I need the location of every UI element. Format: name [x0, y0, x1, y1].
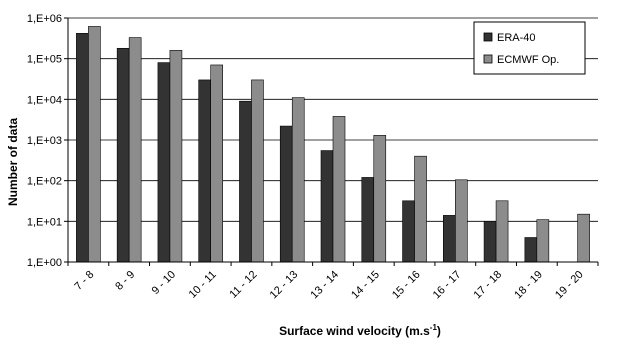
legend-swatch-ecmwf-op [483, 54, 493, 64]
x-tick-label: 18 - 19 [512, 269, 545, 302]
y-tick-label: 1,E+04 [27, 94, 62, 106]
bar-ecmwf-op [495, 200, 509, 263]
y-tick-label: 1,E+03 [27, 135, 62, 147]
x-tick-label: 10 - 11 [187, 269, 219, 301]
x-axis-title-superscript: -1 [430, 323, 438, 332]
x-tick-label: 15 - 16 [390, 269, 423, 302]
x-tick-label: 17 - 18 [471, 269, 504, 302]
legend-box [473, 21, 586, 75]
bar-ecmwf-op [332, 116, 346, 263]
x-axis-title: Surface wind velocity (m.s-1) [279, 323, 441, 338]
x-tick-label: 8 - 9 [113, 269, 137, 293]
bar-era40 [239, 100, 252, 263]
x-tick-label: 14 - 15 [349, 269, 382, 302]
x-tick-label: 9 - 10 [150, 269, 178, 297]
bar-era40 [198, 79, 211, 263]
bar-era40 [402, 200, 415, 263]
x-tick-label: 13 - 14 [308, 269, 341, 302]
x-tick-label: 12 - 13 [268, 269, 301, 302]
bar-ecmwf-op [210, 64, 223, 263]
bar-era40 [483, 221, 497, 263]
bar-ecmwf-op [291, 97, 305, 263]
bar-ecmwf-op [373, 135, 387, 263]
y-tick-label: 1,E+01 [27, 216, 62, 228]
legend-swatch-era40 [483, 32, 493, 42]
bar-era40 [157, 62, 171, 263]
bar-series [76, 26, 590, 263]
x-axis-title-close: ) [437, 324, 441, 338]
y-axis-title: Number of data [6, 118, 20, 206]
x-tick-label: 19 - 20 [553, 269, 586, 302]
bar-ecmwf-op [577, 213, 590, 263]
bar-era40 [524, 237, 538, 263]
bar-ecmwf-op [251, 79, 264, 263]
legend: ERA-40 ECMWF Op. [473, 21, 586, 75]
legend-label-ecmwf-op: ECMWF Op. [497, 54, 559, 66]
x-axis-title-main: Surface wind velocity (m.s [279, 324, 430, 338]
y-tick-label: 1,E+02 [27, 176, 62, 188]
bar-ecmwf-op [455, 179, 468, 263]
y-axis-ticks: 1,E+00 1,E+01 1,E+02 1,E+03 1,E+04 1,E+05 1,E+… [27, 13, 68, 269]
bar-ecmwf-op [128, 37, 142, 263]
bar-ecmwf-op [414, 155, 427, 263]
x-tick-label: 16 - 17 [431, 269, 464, 302]
y-tick-label: 1,E+00 [27, 257, 62, 269]
bar-era40 [320, 150, 334, 263]
bar-era40 [76, 33, 89, 263]
bar-ecmwf-op [536, 219, 550, 263]
bar-era40 [443, 215, 456, 263]
x-axis-ticks: 7 - 8 8 - 9 9 - 10 10 - 11 11 - 12 12 - 13 13 … [67, 262, 599, 302]
bar-era40 [116, 47, 130, 263]
bar-ecmwf-op [88, 26, 101, 263]
bar-ecmwf-op [169, 50, 183, 263]
x-tick-label: 11 - 12 [227, 269, 259, 301]
bar-era40 [361, 177, 375, 263]
x-tick-label: 7 - 8 [72, 269, 96, 293]
bar-era40 [279, 125, 293, 263]
y-tick-label: 1,E+06 [27, 13, 62, 25]
y-tick-label: 1,E+05 [27, 54, 62, 66]
legend-label-era40: ERA-40 [497, 32, 536, 44]
